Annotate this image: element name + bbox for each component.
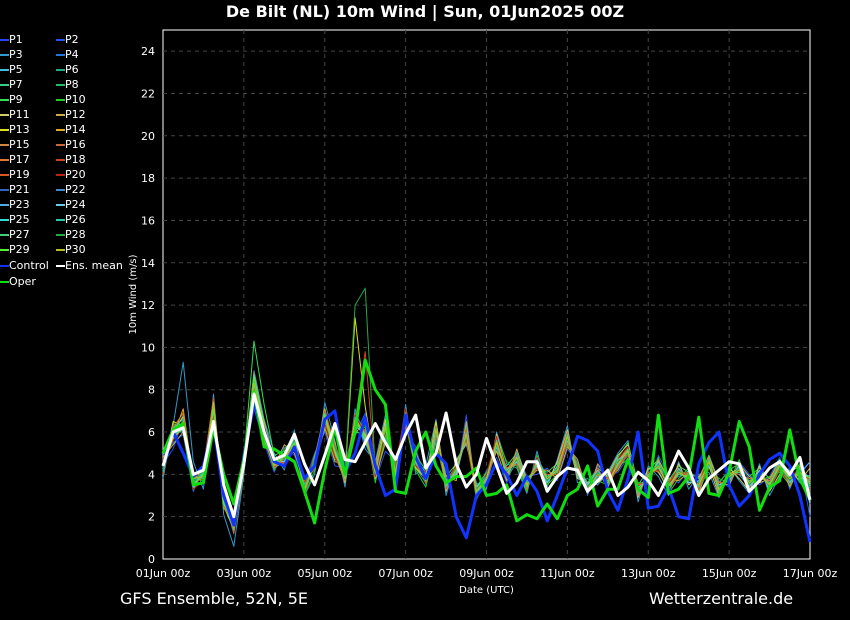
y-tick-label: 0 (148, 553, 155, 566)
x-tick-label: 15Jun 00z (702, 567, 757, 580)
legend-swatch (0, 204, 9, 206)
legend-swatch (0, 99, 9, 101)
legend-swatch (0, 144, 9, 146)
legend-label: P19 (9, 168, 30, 181)
y-tick-label: 14 (141, 257, 155, 270)
legend-label: P6 (65, 63, 79, 76)
legend-label: P23 (9, 198, 30, 211)
legend-label: P22 (65, 183, 86, 196)
legend-label: Ens. mean (65, 259, 123, 272)
y-tick-label: 18 (141, 172, 155, 185)
legend-swatch (0, 129, 9, 131)
legend-swatch (0, 174, 9, 176)
legend-swatch (0, 189, 9, 191)
footer-source: GFS Ensemble, 52N, 5E (120, 589, 308, 608)
y-tick-label: 10 (141, 341, 155, 354)
legend-swatch (56, 219, 65, 221)
y-tick-label: 22 (141, 87, 155, 100)
y-tick-label: 20 (141, 130, 155, 143)
footer-site: Wetterzentrale.de (649, 589, 794, 608)
legend-swatch (56, 114, 65, 116)
legend-swatch (56, 174, 65, 176)
legend-swatch (0, 69, 9, 71)
legend-label: P17 (9, 153, 30, 166)
legend-swatch (0, 54, 9, 56)
y-tick-label: 16 (141, 214, 155, 227)
legend-label: P3 (9, 48, 23, 61)
series-line-ens-mean (161, 392, 812, 519)
legend-label: P4 (65, 48, 79, 61)
legend-label: P25 (9, 213, 30, 226)
legend-label: Oper (9, 275, 36, 288)
legend-label: P14 (65, 123, 86, 136)
y-tick-label: 6 (148, 426, 155, 439)
legend-label: P27 (9, 228, 30, 241)
x-tick-label: 07Jun 00z (378, 567, 433, 580)
legend-label: P9 (9, 93, 23, 106)
legend-swatch (56, 204, 65, 206)
legend-label: P13 (9, 123, 30, 136)
legend-swatch (0, 249, 9, 251)
legend-label: P28 (65, 228, 86, 241)
legend-swatch (56, 234, 65, 236)
legend-label: P26 (65, 213, 86, 226)
legend-label: P5 (9, 63, 23, 76)
legend-swatch (0, 234, 9, 236)
legend-label: P11 (9, 108, 30, 121)
legend-swatch (56, 265, 65, 267)
legend-label: P10 (65, 93, 86, 106)
y-tick-label: 8 (148, 384, 155, 397)
legend-label: P2 (65, 33, 79, 46)
legend-label: P12 (65, 108, 86, 121)
y-tick-label: 4 (148, 468, 155, 481)
legend-label: P18 (65, 153, 86, 166)
legend: P1 P2 P3 P4 P5 P6 P7 P8 P9 P10 P11 P12 P13 P14 P15 P16 P… (0, 32, 130, 292)
legend-swatch (56, 249, 65, 251)
legend-label: P15 (9, 138, 30, 151)
legend-swatch (0, 219, 9, 221)
legend-label: P7 (9, 78, 23, 91)
legend-swatch (56, 189, 65, 191)
legend-label: P29 (9, 243, 30, 256)
legend-swatch (56, 99, 65, 101)
legend-swatch (56, 84, 65, 86)
y-tick-label: 12 (141, 299, 155, 312)
legend-swatch (0, 265, 9, 267)
x-tick-label: 17Jun 00z (783, 567, 838, 580)
legend-swatch (0, 114, 9, 116)
legend-label: Control (9, 259, 49, 272)
legend-swatch (56, 39, 65, 41)
x-tick-label: 03Jun 00z (217, 567, 272, 580)
series-line-p9 (162, 340, 811, 522)
x-tick-label: 09Jun 00z (459, 567, 514, 580)
legend-label: P8 (65, 78, 79, 91)
x-tick-label: 05Jun 00z (298, 567, 353, 580)
chart-title: De Bilt (NL) 10m Wind | Sun, 01Jun2025 0… (225, 2, 625, 21)
legend-swatch (0, 281, 9, 283)
legend-label: P30 (65, 243, 86, 256)
legend-label: P16 (65, 138, 86, 151)
legend-swatch (56, 144, 65, 146)
legend-label: P21 (9, 183, 30, 196)
x-tick-label: 11Jun 00z (540, 567, 595, 580)
legend-label: P1 (9, 33, 23, 46)
legend-label: P20 (65, 168, 86, 181)
legend-swatch (0, 39, 9, 41)
y-tick-label: 2 (148, 511, 155, 524)
x-tick-label: 13Jun 00z (621, 567, 676, 580)
legend-swatch (56, 54, 65, 56)
legend-swatch (56, 69, 65, 71)
legend-swatch (56, 159, 65, 161)
x-axis-label: Date (UTC) (459, 585, 514, 596)
legend-label: P24 (65, 198, 86, 211)
y-axis-label: 10m Wind (m/s) (128, 254, 139, 334)
legend-swatch (0, 84, 9, 86)
legend-swatch (56, 129, 65, 131)
legend-swatch (0, 159, 9, 161)
y-tick-label: 24 (141, 45, 155, 58)
x-tick-label: 01Jun 00z (136, 567, 191, 580)
